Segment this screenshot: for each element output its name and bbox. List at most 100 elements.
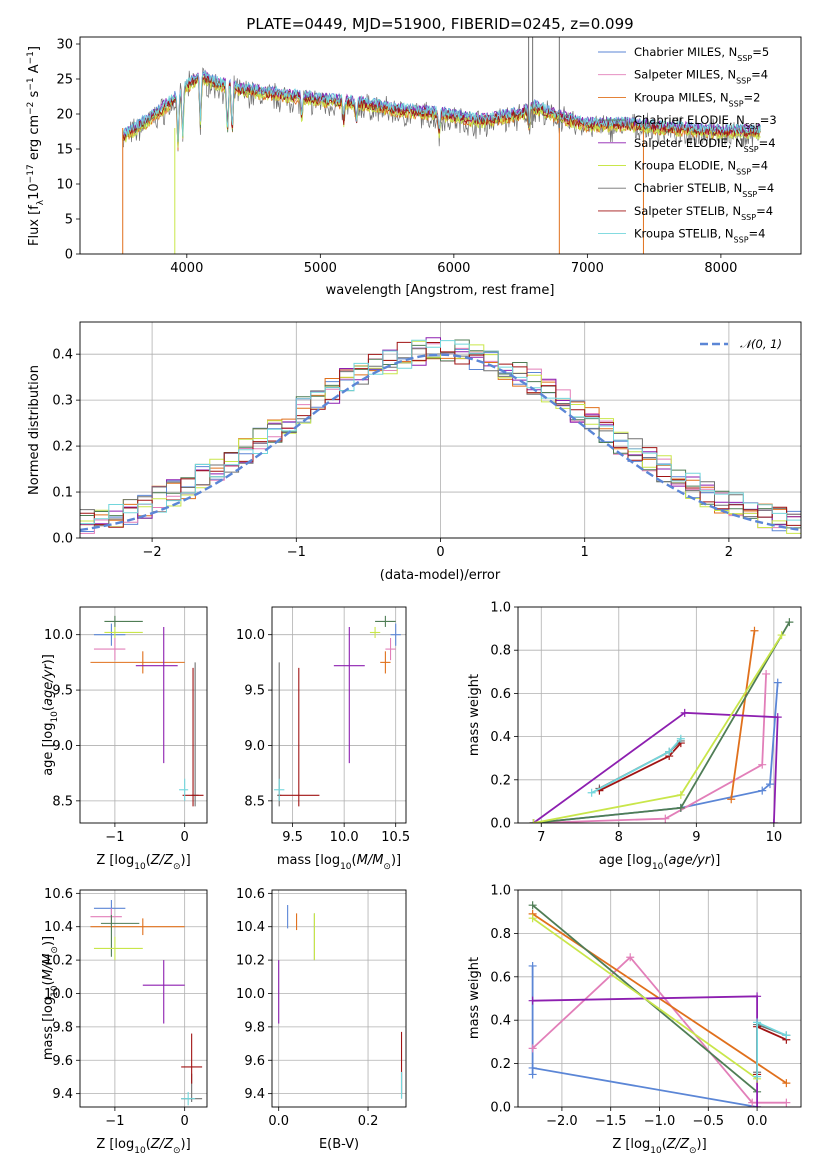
y-tick-label: 9.4 bbox=[244, 1087, 265, 1102]
series-marker bbox=[676, 734, 685, 743]
y-tick-label: 10.0 bbox=[44, 628, 73, 643]
x-tick-label: 6000 bbox=[437, 261, 470, 276]
y-tick-label: 10.2 bbox=[236, 954, 265, 969]
weight-series bbox=[528, 992, 762, 1107]
series-marker bbox=[661, 814, 670, 823]
error-bar-point bbox=[90, 918, 185, 936]
plot-area bbox=[122, 37, 761, 254]
residuals-xlabel: (data-model)/error bbox=[380, 568, 501, 583]
residuals-ylabel: Normed distribution bbox=[27, 365, 42, 495]
y-tick-label: 0.8 bbox=[490, 644, 511, 659]
axes-frame bbox=[79, 321, 802, 539]
spectrum-line bbox=[122, 70, 761, 143]
series-marker bbox=[528, 914, 537, 923]
y-tick-label: 1.0 bbox=[490, 601, 511, 616]
y-tick-label: 9.6 bbox=[244, 1054, 265, 1069]
plot-area bbox=[528, 901, 791, 1107]
y-tick-label: 9.8 bbox=[52, 1020, 73, 1035]
legend-label: Chabrier STELIB, NSSP=4 bbox=[634, 181, 774, 199]
y-tick-label: 25 bbox=[56, 73, 73, 88]
series-marker bbox=[528, 996, 537, 1005]
y-tick-label: 0.0 bbox=[52, 532, 73, 547]
axes-frame bbox=[271, 606, 407, 824]
weight-series bbox=[753, 1018, 791, 1081]
series-marker bbox=[762, 669, 771, 678]
weight-series bbox=[529, 708, 782, 823]
series-marker bbox=[528, 1044, 537, 1053]
mass-vs-metallicity-panel: −1 0 9.4 9.6 9.8 10.0 10.2 10.4 10.6 Z [log10(Z/Z… bbox=[41, 887, 208, 1156]
error-bar-point bbox=[385, 638, 396, 661]
series-marker bbox=[758, 786, 767, 795]
legend-label: 𝒩(0, 1) bbox=[740, 337, 782, 351]
plot-area bbox=[90, 900, 203, 1106]
y-tick-label: 10.2 bbox=[44, 954, 73, 969]
error-bar-point bbox=[181, 1091, 196, 1106]
x-tick-label: 0.0 bbox=[268, 1114, 289, 1129]
y-tick-label: 10.6 bbox=[44, 887, 73, 902]
x-tick-label: −2.0 bbox=[546, 1114, 578, 1129]
age-vs-mass-panel: 9.5 10.0 10.5 8.5 9.0 9.5 10.0 mass [log10(M/M⊙… bbox=[236, 606, 410, 872]
spectrum-panel: 4000 5000 6000 7000 8000 0 5 10 15 20 25 30 waveleng… bbox=[26, 36, 802, 298]
plot-area bbox=[529, 618, 794, 823]
weight-series bbox=[529, 618, 794, 823]
y-tick-label: 9.8 bbox=[244, 1020, 265, 1035]
series-marker bbox=[765, 780, 774, 789]
y-tick-label: 30 bbox=[56, 38, 73, 53]
error-bar-point bbox=[278, 667, 320, 807]
error-bar-point bbox=[369, 626, 381, 639]
x-tick-label: 10 bbox=[766, 830, 783, 845]
error-bar-point bbox=[90, 908, 122, 926]
mass-vs-ebv-xlabel: E(B-V) bbox=[319, 1137, 359, 1152]
plot-area bbox=[90, 615, 204, 807]
y-tick-label: 10.0 bbox=[236, 628, 265, 643]
y-tick-label: 15 bbox=[56, 143, 73, 158]
series-marker bbox=[758, 760, 767, 769]
error-bar-point bbox=[93, 638, 126, 661]
residuals-panel: −2 −1 0 1 2 0.0 0.1 0.2 0.3 0.4 𝒩(0, 1) (data-model… bbox=[27, 321, 802, 583]
y-tick-label: 0.0 bbox=[490, 1101, 511, 1116]
series-marker bbox=[769, 819, 778, 823]
series-marker bbox=[753, 1018, 762, 1027]
legend-label: Kroupa ELODIE, NSSP=4 bbox=[634, 159, 768, 177]
y-tick-label: 0.6 bbox=[490, 687, 511, 702]
series-marker bbox=[750, 626, 759, 635]
series-marker bbox=[665, 747, 674, 756]
series-marker bbox=[528, 1063, 537, 1072]
x-tick-label: −1 bbox=[287, 545, 306, 560]
y-tick-label: 0.8 bbox=[490, 927, 511, 942]
series-marker bbox=[676, 790, 685, 799]
error-bar-point bbox=[90, 651, 185, 674]
series-marker bbox=[777, 631, 786, 640]
series-line bbox=[532, 995, 758, 1107]
y-tick-label: 0.4 bbox=[490, 1014, 511, 1029]
y-tick-label: 0.4 bbox=[52, 348, 73, 363]
weight-series bbox=[529, 631, 786, 823]
age-vs-metallicity-panel: −1 0 8.5 9.0 9.5 10.0 Z [log10(Z/Z⊙)] age [log1… bbox=[41, 606, 208, 872]
error-bar-point bbox=[390, 623, 401, 646]
error-bar-point bbox=[181, 1033, 203, 1084]
error-bar-point bbox=[100, 915, 140, 957]
weight-vs-age-xlabel: age [log10(age/yr)] bbox=[599, 853, 721, 872]
x-tick-label: 7 bbox=[537, 830, 545, 845]
y-tick-label: 10.0 bbox=[44, 987, 73, 1002]
series-marker bbox=[626, 953, 635, 962]
error-bar-point bbox=[179, 778, 189, 801]
weight-vs-z-ylabel: mass weight bbox=[467, 957, 482, 1039]
y-tick-label: 10.4 bbox=[236, 920, 265, 935]
x-tick-label: 1 bbox=[581, 545, 589, 560]
weight-series bbox=[753, 1022, 791, 1079]
y-tick-label: 0.2 bbox=[490, 1057, 511, 1072]
spectrum-ylabel: Flux [fλ10−17 erg cm−2 s−1 A−1] bbox=[26, 46, 46, 246]
legend-label: Salpeter STELIB, NSSP=4 bbox=[634, 204, 773, 222]
x-tick-label: 9 bbox=[692, 830, 700, 845]
weight-vs-age-ylabel: mass weight bbox=[467, 674, 482, 756]
error-bar-point bbox=[142, 960, 185, 1024]
y-tick-label: 9.0 bbox=[244, 739, 265, 754]
age-vs-z-xlabel: Z [log10(Z/Z⊙)] bbox=[96, 853, 190, 872]
y-tick-label: 10 bbox=[56, 178, 73, 193]
y-tick-label: 9.4 bbox=[52, 1087, 73, 1102]
age-vs-mass-xlabel: mass [log10(M/M⊙)] bbox=[277, 853, 401, 872]
error-bar-point bbox=[182, 667, 204, 807]
y-tick-label: 10.0 bbox=[236, 987, 265, 1002]
y-tick-label: 20 bbox=[56, 108, 73, 123]
